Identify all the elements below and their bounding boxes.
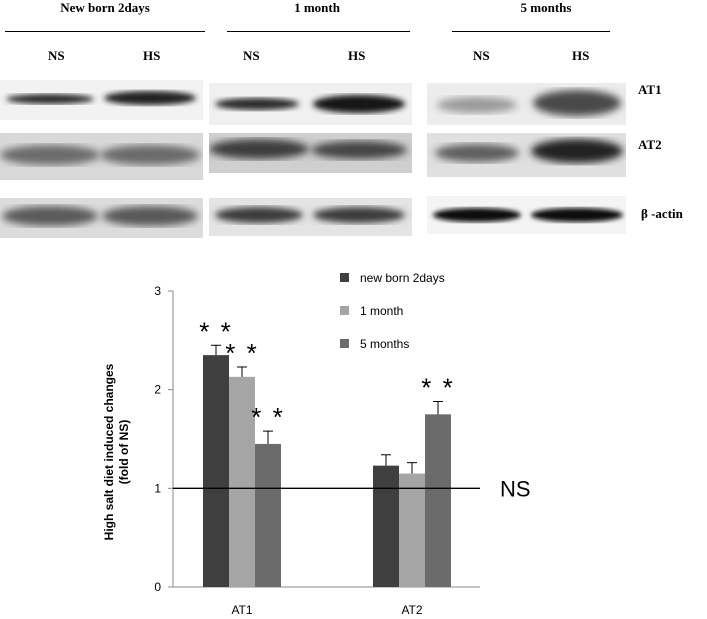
bar: [203, 355, 229, 587]
row-label-beta-actin: β -actin: [641, 206, 683, 221]
lane-label-1month-ns: NS: [243, 48, 260, 63]
bar-chart: High salt diet induced changes (fold of …: [102, 271, 531, 617]
y-tick-label: 0: [154, 580, 161, 594]
x-category-label: AT2: [401, 603, 422, 617]
legend-swatch: [340, 306, 349, 315]
lane-label-1month-hs: HS: [348, 48, 366, 63]
blot-panel-1month-actin: [209, 198, 412, 236]
y-axis-label-line1: High salt diet induced changes: [102, 363, 116, 540]
y-tick-label: 1: [154, 481, 161, 495]
blot-panel-1month-at2: [209, 133, 412, 173]
y-tick-label: 3: [154, 284, 161, 298]
legend-label: 1 month: [360, 304, 403, 318]
bar: [373, 465, 399, 587]
row-label-at2: AT2: [638, 137, 662, 152]
legend-swatch: [340, 339, 349, 348]
row-label-at1: AT1: [638, 82, 662, 97]
bar: [255, 443, 281, 587]
blot-panel-newborn-at1: [0, 80, 203, 120]
reference-line-label: NS: [500, 476, 531, 501]
lane-label-5months-hs: HS: [572, 48, 590, 63]
group-title-newborn: New born 2days: [60, 0, 150, 15]
significance-marker: * *: [225, 338, 258, 368]
y-axis-label-line2: (fold of NS): [117, 420, 131, 485]
blot-panel-newborn-at2: [0, 133, 203, 180]
lane-label-newborn-ns: NS: [48, 48, 65, 63]
legend-label: 5 months: [360, 337, 409, 351]
blot-panel-5months-at2: [427, 133, 626, 177]
significance-marker: * *: [199, 316, 232, 346]
lane-label-5months-ns: NS: [473, 48, 490, 63]
y-tick-label: 2: [154, 383, 161, 397]
legend-swatch: [340, 273, 349, 282]
x-category-label: AT1: [231, 603, 252, 617]
blot-panel-5months-actin: [427, 196, 626, 234]
significance-marker: * *: [251, 402, 284, 432]
blot-panel-newborn-actin: [0, 198, 203, 238]
group-title-5months: 5 months: [520, 0, 572, 15]
blot-panel-5months-at1: [427, 83, 626, 125]
bar: [229, 376, 255, 587]
significance-marker: * *: [421, 373, 454, 403]
lane-label-newborn-hs: HS: [143, 48, 161, 63]
blot-panel-1month-at1: [209, 83, 412, 125]
bar: [425, 414, 451, 587]
bar: [399, 473, 425, 587]
group-underline-1month: [227, 31, 410, 32]
legend-label: new born 2days: [360, 271, 445, 285]
group-underline-5months: [452, 31, 610, 32]
group-underline-newborn: [5, 31, 205, 32]
group-title-1month: 1 month: [294, 0, 340, 15]
